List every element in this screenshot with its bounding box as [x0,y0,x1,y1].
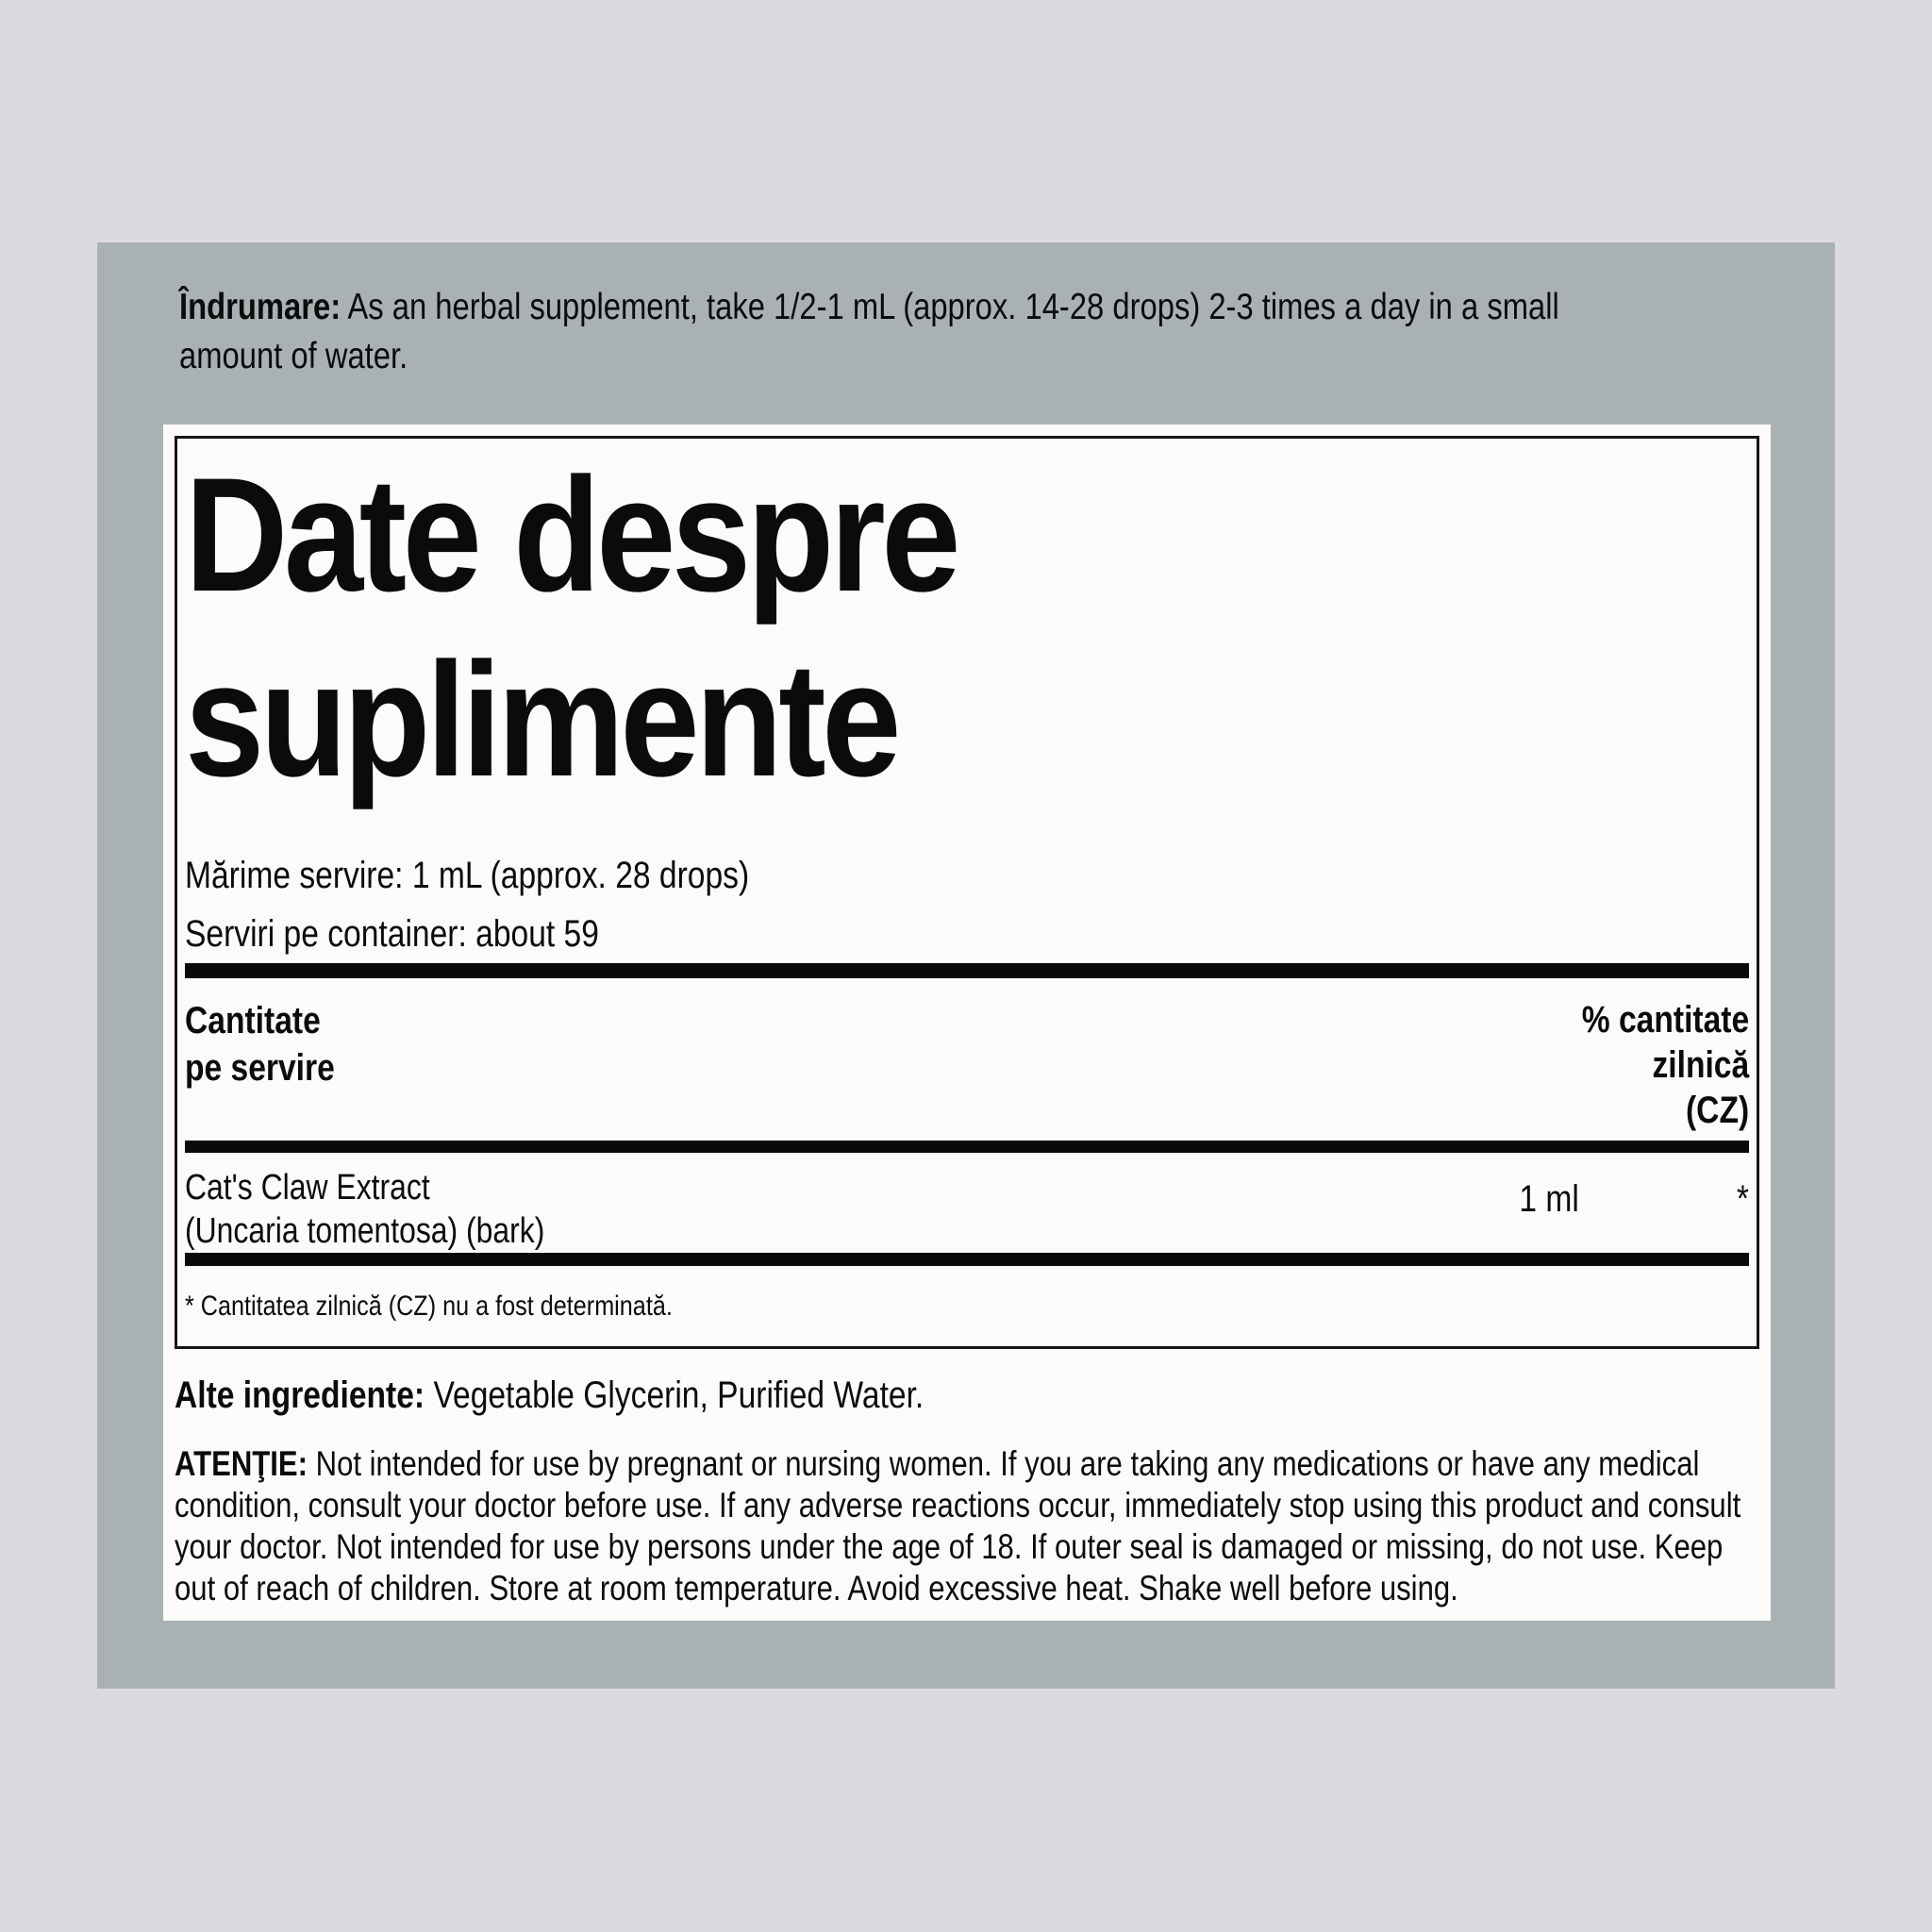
warning-text: ATENŢIE: Not intended for use by pregnan… [175,1443,1740,1609]
divider-thick-bottom [185,1253,1749,1266]
dv-header-line-2: zilnică [1652,1044,1749,1086]
ingredient-amount: 1 ml [1519,1178,1579,1220]
ingredient-name-line-2: (Uncaria tomentosa) (bark) [185,1211,545,1251]
facts-header-row: Cantitate pe servire % cantitate zilnică… [185,997,1749,1133]
dv-header-line-3: (CZ) [1685,1090,1749,1131]
serving-info: Mărime servire: 1 mL (approx. 28 drops) … [185,846,1749,963]
warning-paragraph: ATENŢIE: Not intended for use by pregnan… [175,1443,1759,1609]
other-ingredients-value: Vegetable Glycerin, Purified Water. [433,1374,924,1416]
ingredient-dv-asterisk: * [1736,1178,1749,1220]
facts-title: Date despre suplimente [185,442,1561,812]
ingredient-name: Cat's Claw Extract (Uncaria tomentosa) (… [185,1166,544,1253]
ingredient-name-line-1: Cat's Claw Extract [185,1168,430,1208]
amount-per-serving-header: Cantitate pe servire [185,997,335,1091]
footnote: * Cantitatea zilnică (CZ) nu a fost dete… [185,1291,1749,1323]
other-ingredients: Alte ingrediente: Vegetable Glycerin, Pu… [175,1374,1759,1417]
dv-header-line-1: % cantitate [1581,999,1749,1041]
header-gap [185,1133,1749,1141]
amount-header-line-1: Cantitate [185,1000,321,1041]
warning-label: ATENŢIE: [175,1444,308,1483]
daily-value-header: % cantitate zilnică (CZ) [1582,997,1749,1133]
warning-line-4: out of reach of children. Store at room … [175,1569,1458,1607]
supplement-facts-label: Date despre suplimente Mărime servire: 1… [163,425,1771,1621]
directions-line-1: As an herbal supplement, take 1/2-1 mL (… [347,287,1559,327]
amount-header-line-2: pe servire [185,1047,335,1089]
serving-size-line: Mărime servire: 1 mL (approx. 28 drops) [185,855,750,896]
warning-line-1: Not intended for use by pregnant or nurs… [315,1444,1700,1483]
ingredient-values: 1 ml * [1519,1166,1749,1221]
supplement-facts-box: Date despre suplimente Mărime servire: 1… [175,436,1759,1349]
divider-medium [185,1141,1749,1153]
facts-title-line-2: suplimente [185,629,901,810]
divider-thick-top [185,963,1749,978]
facts-title-line-1: Date despre [185,444,960,625]
directions-line-2: amount of water. [179,336,408,376]
directions-paragraph: Îndrumare: As an herbal supplement, take… [179,283,1822,381]
warning-line-2: condition, consult your doctor before us… [175,1486,1741,1524]
warning-line-3: your doctor. Not intended for use by per… [175,1527,1724,1566]
servings-per-container-line: Serviri pe container: about 59 [185,913,599,955]
footnote-text: * Cantitatea zilnică (CZ) nu a fost dete… [185,1291,673,1322]
other-ingredients-label: Alte ingrediente: [175,1374,425,1416]
directions-label: Îndrumare: [179,287,341,327]
directions-text: Îndrumare: As an herbal supplement, take… [179,283,1559,381]
other-ingredients-text: Alte ingrediente: Vegetable Glycerin, Pu… [175,1374,1506,1417]
table-row: Cat's Claw Extract (Uncaria tomentosa) (… [185,1166,1749,1253]
